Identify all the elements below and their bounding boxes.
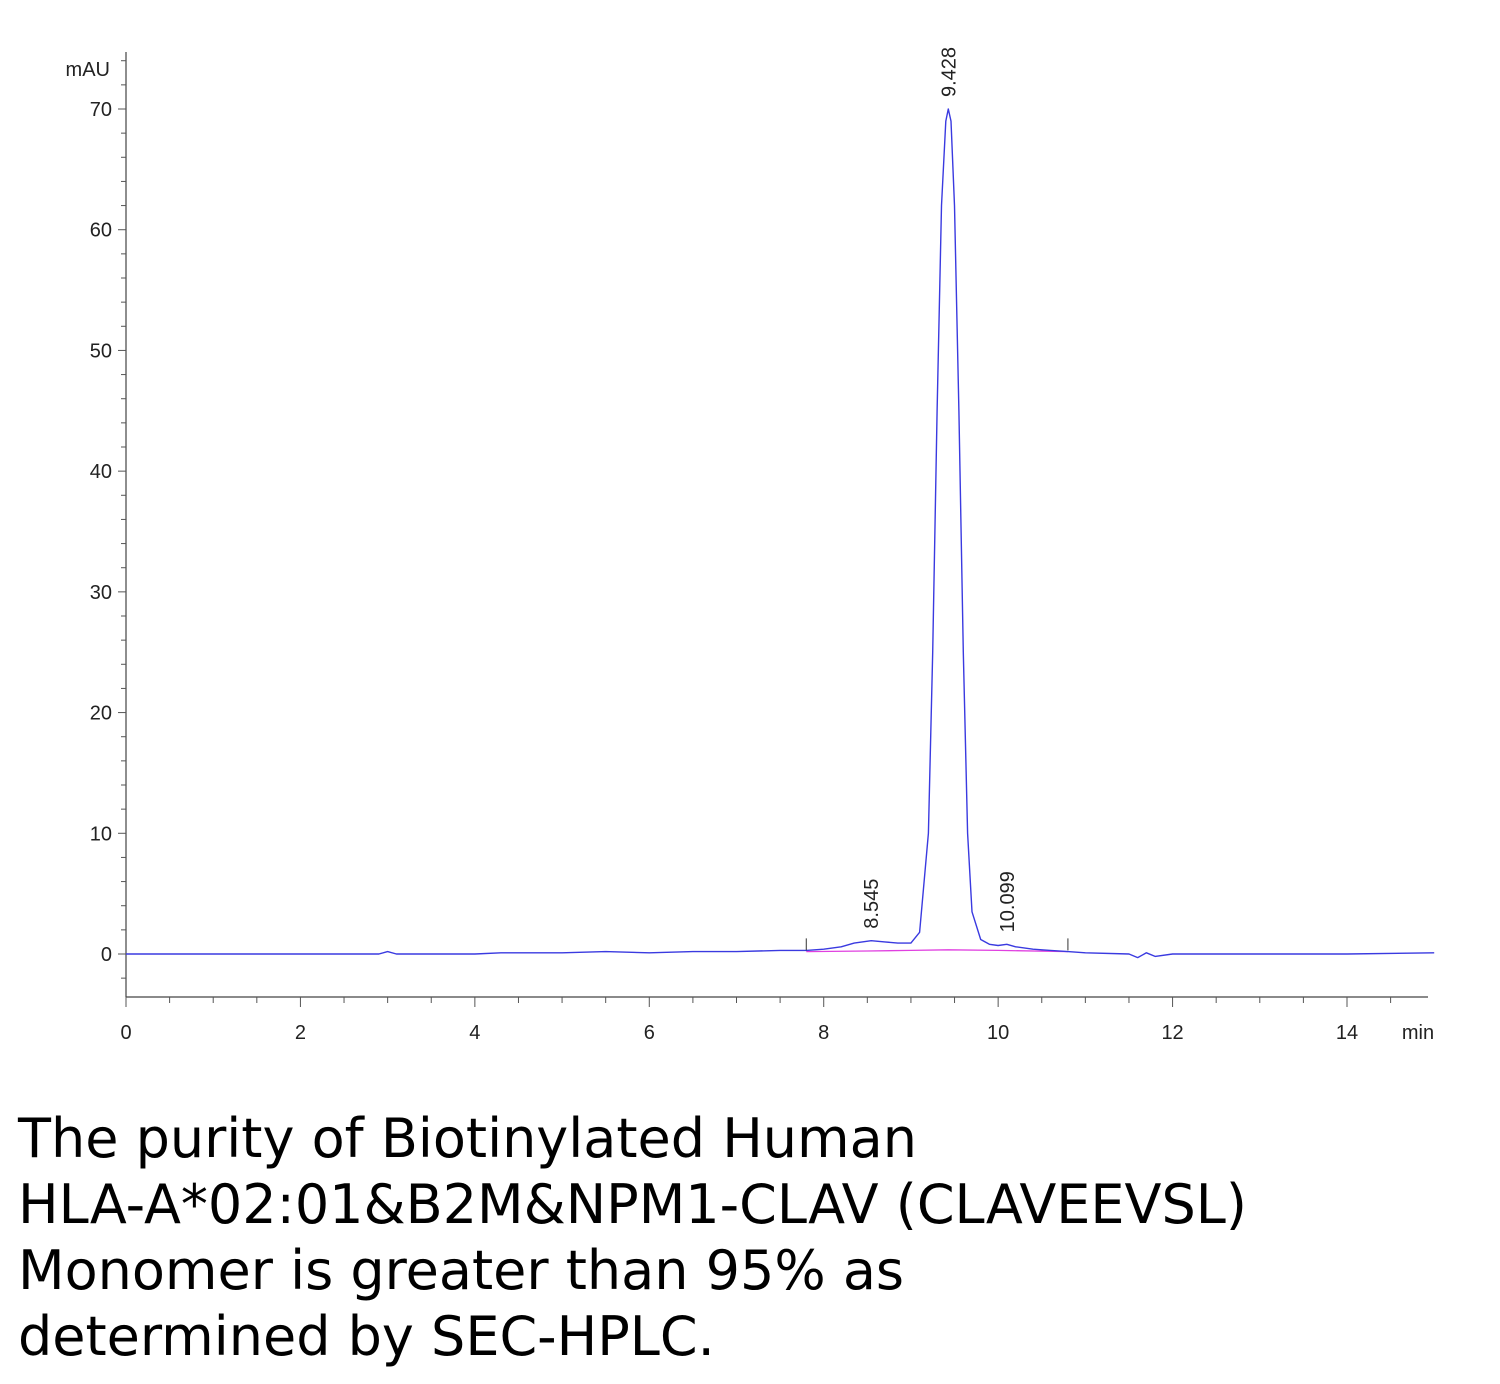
x-tick-label: 8 <box>818 1022 829 1044</box>
peak-label: 8.545 <box>861 879 883 929</box>
x-tick-label: 14 <box>1336 1022 1358 1044</box>
x-tick-label: 10 <box>987 1022 1009 1044</box>
y-tick-label: 0 <box>101 944 112 966</box>
x-tick-label: 2 <box>295 1022 306 1044</box>
y-axis-label: mAU <box>66 59 110 81</box>
x-axis-label: min <box>1402 1022 1434 1044</box>
y-tick-label: 20 <box>90 703 112 725</box>
ticks: 0 10 20 30 40 50 60 70 mAU 0 2 4 6 8 10 12 14 min <box>66 59 1435 1044</box>
caption-line-3: Monomer is greater than 95% as <box>18 1239 905 1302</box>
y-tick-label: 60 <box>90 220 112 242</box>
y-tick-label: 30 <box>90 582 112 604</box>
y-tick-label: 40 <box>90 461 112 483</box>
y-tick-label: 70 <box>90 99 112 121</box>
x-tick-label: 4 <box>469 1022 480 1044</box>
y-tick-label: 50 <box>90 340 112 362</box>
axes <box>125 52 1428 998</box>
x-tick-label: 12 <box>1161 1022 1183 1044</box>
plot-lines <box>126 108 1435 959</box>
caption-line-4: determined by SEC-HPLC. <box>18 1305 715 1368</box>
caption-line-2: HLA-A*02:01&B2M&NPM1-CLAV (CLAVEEVSL) <box>18 1173 1247 1236</box>
y-tick-label: 10 <box>90 823 112 845</box>
signal-trace <box>126 108 1435 959</box>
caption: The purity of Biotinylated Human HLA-A*0… <box>18 1106 1478 1370</box>
x-tick-label: 6 <box>644 1022 655 1044</box>
chromatogram-chart: 0 10 20 30 40 50 60 70 mAU 0 2 4 6 8 10 12 14 min 8.545 9.… <box>66 47 1435 1044</box>
peak-label: 10.099 <box>997 871 1019 932</box>
peak-labels: 8.545 9.428 10.099 <box>861 47 1019 932</box>
caption-line-1: The purity of Biotinylated Human <box>18 1107 917 1170</box>
peak-label: 9.428 <box>938 47 960 97</box>
integration-baseline <box>806 949 1068 953</box>
x-tick-label: 0 <box>120 1022 131 1044</box>
